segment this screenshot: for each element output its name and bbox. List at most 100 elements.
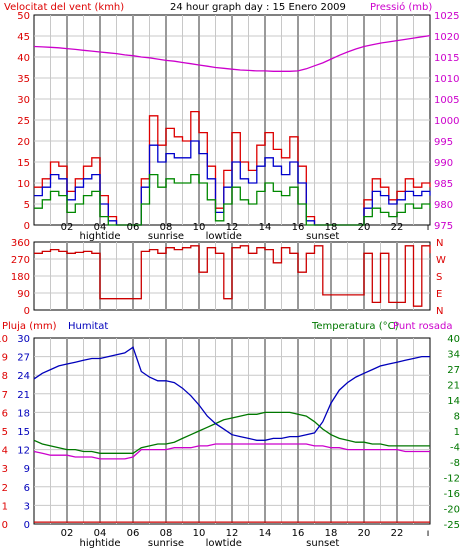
humidity-tick-label: 21 (17, 390, 30, 401)
humidity-tick-label: 0 (24, 520, 30, 531)
humidity-tick-label: 27 (17, 353, 30, 364)
pressure-line (33, 34, 431, 72)
rain-tick-label: 2 (2, 483, 8, 494)
wind-tick-label: 30 (17, 95, 30, 106)
wind-min-line (34, 173, 431, 226)
wind-tick-label: 45 (17, 32, 30, 43)
rain-tick-label: 9 (2, 353, 8, 364)
temperature-axis-title: Temperatura (°C) (311, 321, 399, 332)
wind-tick-label: 10 (17, 179, 30, 190)
event-label-lowtide: lowtide (206, 538, 242, 549)
temperature-tick-label: 21 (447, 381, 460, 392)
humidity-tick-label: 30 (17, 334, 30, 345)
rain-tick-label: 3 (2, 464, 8, 475)
pressure-tick-label: 1010 (434, 74, 459, 85)
rain-tick-label: 8 (2, 371, 8, 382)
event-label-lowtide: lowtide (206, 231, 242, 242)
wind-tick-label: 50 (17, 11, 30, 22)
event-label-sunset: sunset (306, 538, 339, 549)
rain-tick-label: 7 (2, 390, 8, 401)
humidity-tick-label: 12 (17, 446, 30, 457)
x-tick-label: 18 (325, 528, 338, 539)
rain-tick-label: 0 (2, 520, 8, 531)
x-tick-label: 22 (391, 222, 404, 233)
temperature-tick-label: 27 (447, 365, 460, 376)
pressure-axis-title: Pressió (mb) (370, 1, 432, 13)
wind-tick-label: 0 (24, 221, 30, 232)
x-tick-label: 04 (94, 222, 107, 233)
pressure-tick-label: 1005 (434, 95, 459, 106)
rain-tick-label: 6 (2, 408, 8, 419)
humidity-tick-label: 15 (17, 427, 30, 438)
dewpoint-axis-title: Punt rosada (393, 321, 452, 332)
x-tick-label: 18 (325, 222, 338, 233)
rain-tick-label: 1 (2, 501, 8, 512)
event-label-hightide: hightide (79, 538, 120, 549)
x-tick-label: 02 (61, 528, 74, 539)
direction-tick-label: 0 (24, 306, 30, 317)
wind-tick-label: 15 (17, 158, 30, 169)
pressure-tick-label: 985 (434, 179, 453, 190)
pressure-tick-label: 975 (434, 221, 453, 232)
event-label-hightide: hightide (79, 231, 120, 242)
event-label-sunrise: sunrise (148, 231, 184, 242)
x-tick-label: ı (427, 222, 430, 233)
compass-tick-label: N (436, 238, 443, 249)
temperature-tick-label: 8 (454, 412, 460, 423)
temperature-tick-label: -4 (450, 443, 460, 454)
wind-tick-label: 20 (17, 137, 30, 148)
x-tick-label: 10 (193, 528, 206, 539)
wind-tick-label: 40 (17, 53, 30, 64)
direction-tick-label: 90 (17, 289, 30, 300)
pressure-tick-label: 995 (434, 137, 453, 148)
wind-direction-line (34, 245, 431, 307)
rain-tick-label: 5 (2, 427, 8, 438)
compass-tick-label: S (436, 272, 442, 283)
temperature-line (33, 411, 430, 454)
x-tick-label: 10 (193, 222, 206, 233)
event-label-sunset: sunset (306, 231, 339, 242)
humidity-line (33, 346, 430, 441)
x-tick-label: 08 (160, 528, 173, 539)
direction-tick-label: 360 (11, 238, 30, 249)
wind-axis-title: Velocitat del vent (kmh) (4, 2, 124, 13)
temperature-tick-label: -16 (444, 489, 460, 500)
wind-tick-label: 25 (17, 116, 30, 127)
x-tick-label: 12 (226, 528, 239, 539)
x-tick-label: 14 (259, 528, 272, 539)
graph-title: 24 hour graph day : 15 Enero 2009 (170, 2, 346, 13)
pressure-tick-label: 980 (434, 200, 453, 211)
temperature-tick-label: -25 (444, 520, 460, 531)
rain-tick-label: 10 (0, 334, 8, 345)
x-tick-label: 14 (259, 222, 272, 233)
x-tick-label: 16 (292, 528, 305, 539)
x-tick-label: 12 (226, 222, 239, 233)
x-tick-label: 20 (358, 528, 371, 539)
x-tick-label: 08 (160, 222, 173, 233)
humidity-tick-label: 24 (17, 371, 30, 382)
wind-tick-label: 5 (24, 200, 30, 211)
x-tick-label: 22 (391, 528, 404, 539)
x-tick-label: 04 (94, 528, 107, 539)
x-tick-label: 06 (127, 528, 140, 539)
x-tick-label: 20 (358, 222, 371, 233)
pressure-tick-label: 1000 (434, 116, 459, 127)
temperature-tick-label: -8 (450, 458, 460, 469)
x-tick-label: 02 (61, 222, 74, 233)
temperature-tick-label: 1 (454, 427, 460, 438)
temperature-tick-label: -12 (444, 474, 460, 485)
pressure-tick-label: 1025 (434, 11, 459, 22)
humidity-tick-label: 6 (24, 483, 30, 494)
rain-tick-label: 4 (2, 446, 8, 457)
dewpoint-line (33, 443, 430, 460)
temperature-tick-label: 14 (447, 396, 460, 407)
rain-axis-title: Pluja (mm) (2, 321, 57, 332)
temperature-humidity-panel: 012345678910036912151821242730 -25-20-16… (0, 334, 460, 549)
humidity-tick-label: 3 (24, 501, 30, 512)
x-tick-label: 16 (292, 222, 305, 233)
temperature-tick-label: 40 (447, 334, 460, 345)
pressure-tick-label: 1020 (434, 32, 459, 43)
